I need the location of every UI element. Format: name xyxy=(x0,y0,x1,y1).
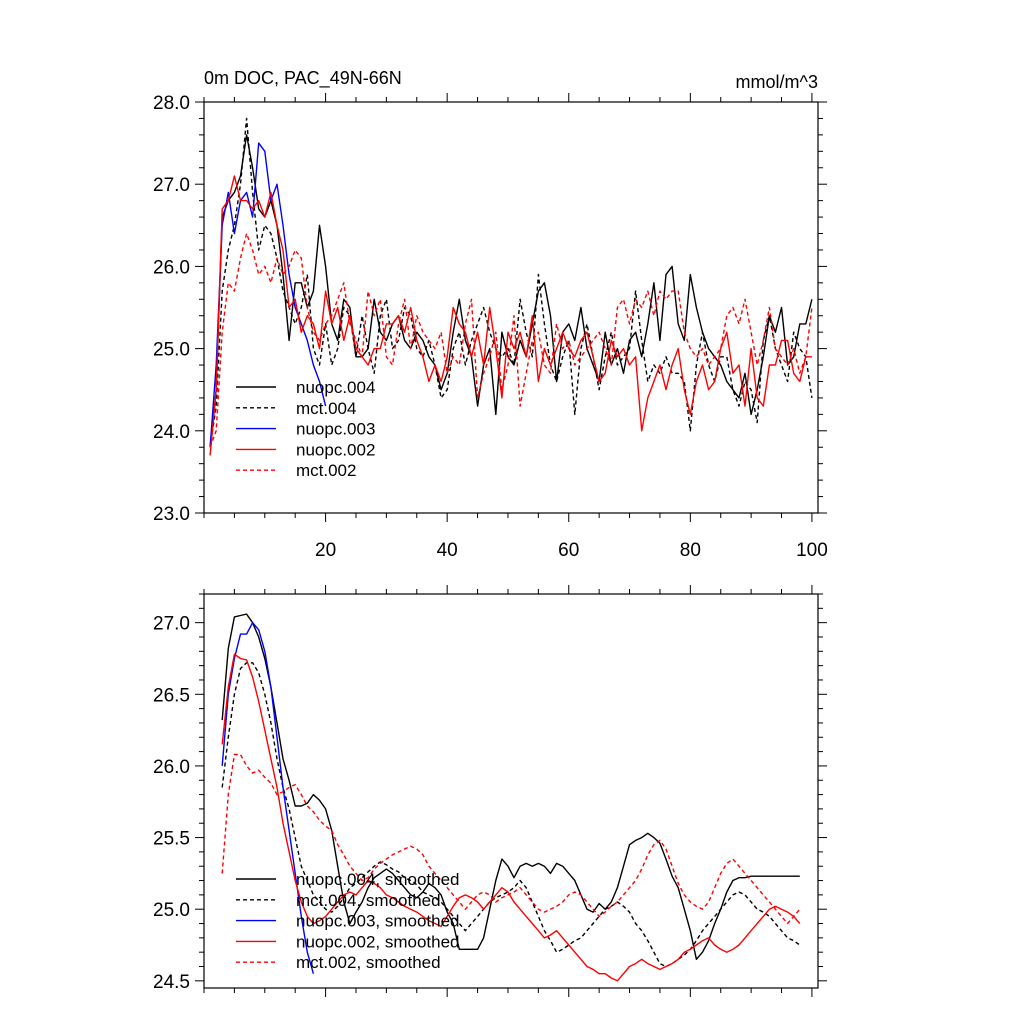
legend-label: nuopc.002, smoothed xyxy=(296,932,460,951)
series-line-nuopc-004 xyxy=(209,134,813,448)
y-tick-label: 27.0 xyxy=(153,614,190,635)
y-tick-label: 25.0 xyxy=(153,340,190,361)
legend-label: mct.004 xyxy=(296,399,356,418)
series-line-mct-004 xyxy=(209,117,813,448)
y-tick-label: 26.5 xyxy=(153,685,190,706)
bottom-panel: 24.5 25.0 25.5 26.0 26.5 27.0 nuopc.004, smoot… xyxy=(153,585,827,997)
x-tick-label: 100 xyxy=(796,540,828,561)
x-tick-label: 60 xyxy=(558,540,579,561)
panel-title: 0m DOC, PAC_49N-66N xyxy=(204,68,402,89)
plot-frame xyxy=(203,593,819,989)
series-line-mct-002-smoothed xyxy=(221,753,801,925)
legend-label: nuopc.004, smoothed xyxy=(296,870,460,889)
x-tick-label: 80 xyxy=(680,540,701,561)
series-line-nuopc-003-smoothed xyxy=(221,622,315,974)
y-tick-label: 24.5 xyxy=(153,972,190,993)
y-tick-label: 26.0 xyxy=(153,257,190,278)
y-tick-label: 27.0 xyxy=(153,175,190,196)
series-line-nuopc-002-smoothed xyxy=(221,653,801,982)
plot-frame xyxy=(203,101,819,514)
legend-label: nuopc.002 xyxy=(296,440,375,459)
legend-label: mct.002, smoothed xyxy=(296,953,441,972)
y-tick-label: 28.0 xyxy=(153,93,190,114)
top-panel: 0m DOC, PAC_49N-66N mmol/m^3 23.0 24.0 25.… xyxy=(153,68,828,561)
axis-ticks xyxy=(195,93,827,522)
legend-label: nuopc.003 xyxy=(296,420,375,439)
units-label: mmol/m^3 xyxy=(736,72,818,92)
x-tick-label: 40 xyxy=(437,540,458,561)
y-tick-label: 25.5 xyxy=(153,829,190,850)
y-tick-label: 26.0 xyxy=(153,757,190,778)
x-tick-label: 20 xyxy=(315,540,336,561)
y-tick-label: 25.0 xyxy=(153,900,190,921)
legend-label: nuopc.003, smoothed xyxy=(296,912,460,931)
series-line-mct-002 xyxy=(209,232,813,448)
y-tick-label: 23.0 xyxy=(153,504,190,525)
axis-ticks xyxy=(195,585,827,997)
legend-label: nuopc.004 xyxy=(296,378,375,397)
legend: nuopc.004, smoothed mct.004, smoothed nuop… xyxy=(236,870,460,972)
series-line-nuopc-004-smoothed xyxy=(221,613,800,960)
legend-label: mct.002 xyxy=(296,461,356,480)
series-line-mct-004-smoothed xyxy=(221,662,801,968)
legend-label: mct.004, smoothed xyxy=(296,891,441,910)
y-tick-label: 24.0 xyxy=(153,422,190,443)
